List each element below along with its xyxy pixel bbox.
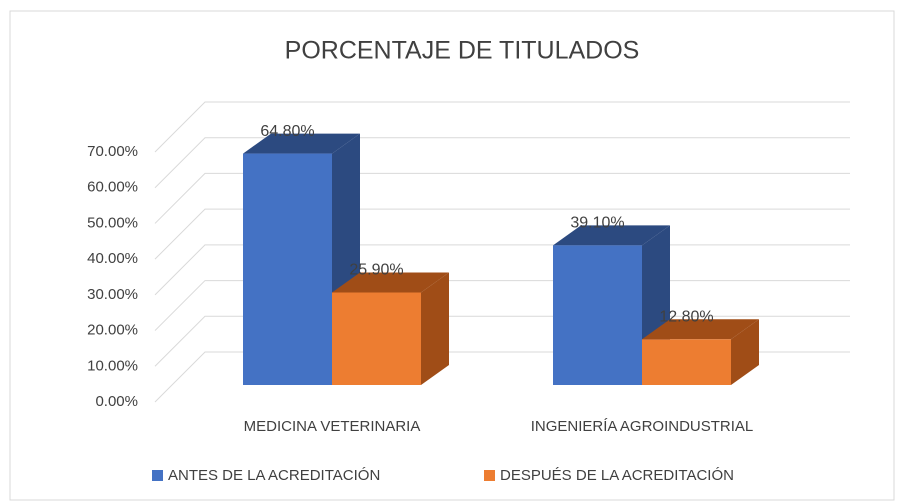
chart-title: PORCENTAJE DE TITULADOS <box>285 37 640 65</box>
grid-line <box>154 208 850 260</box>
bar-top <box>243 133 360 154</box>
y-tick-label: 70.00% <box>87 143 138 160</box>
data-label: 25.90% <box>349 262 403 279</box>
bar-side <box>421 272 449 385</box>
bar <box>243 153 332 385</box>
chart-border <box>9 10 895 501</box>
bar-side <box>731 319 759 385</box>
y-tick-label: 60.00% <box>87 179 138 196</box>
y-tick-label: 0.00% <box>95 393 138 410</box>
grid-line <box>154 101 850 153</box>
y-tick-label: 30.00% <box>87 286 138 303</box>
bar-top <box>332 272 449 293</box>
legend-swatch <box>152 470 163 481</box>
bar-top <box>553 225 670 246</box>
data-label: 12.80% <box>659 309 713 326</box>
y-tick-label: 40.00% <box>87 250 138 267</box>
legend-swatch <box>484 470 495 481</box>
data-label: 39.10% <box>570 215 624 232</box>
y-tick-label: 20.00% <box>87 322 138 339</box>
data-label: 64.80% <box>260 123 314 140</box>
bar <box>332 292 421 385</box>
x-tick-label: INGENIERÍA AGROINDUSTRIAL <box>531 418 754 435</box>
x-tick-label: MEDICINA VETERINARIA <box>244 418 421 435</box>
y-tick-label: 50.00% <box>87 214 138 231</box>
bar <box>642 339 731 385</box>
y-tick-label: 10.00% <box>87 357 138 374</box>
grid-line <box>154 172 850 224</box>
grid-line <box>154 137 850 189</box>
legend-label: DESPUÉS DE LA ACREDITACIÓN <box>500 467 734 484</box>
bar <box>553 245 642 385</box>
legend-label: ANTES DE LA ACREDITACIÓN <box>168 467 380 484</box>
bar-top <box>642 319 759 340</box>
